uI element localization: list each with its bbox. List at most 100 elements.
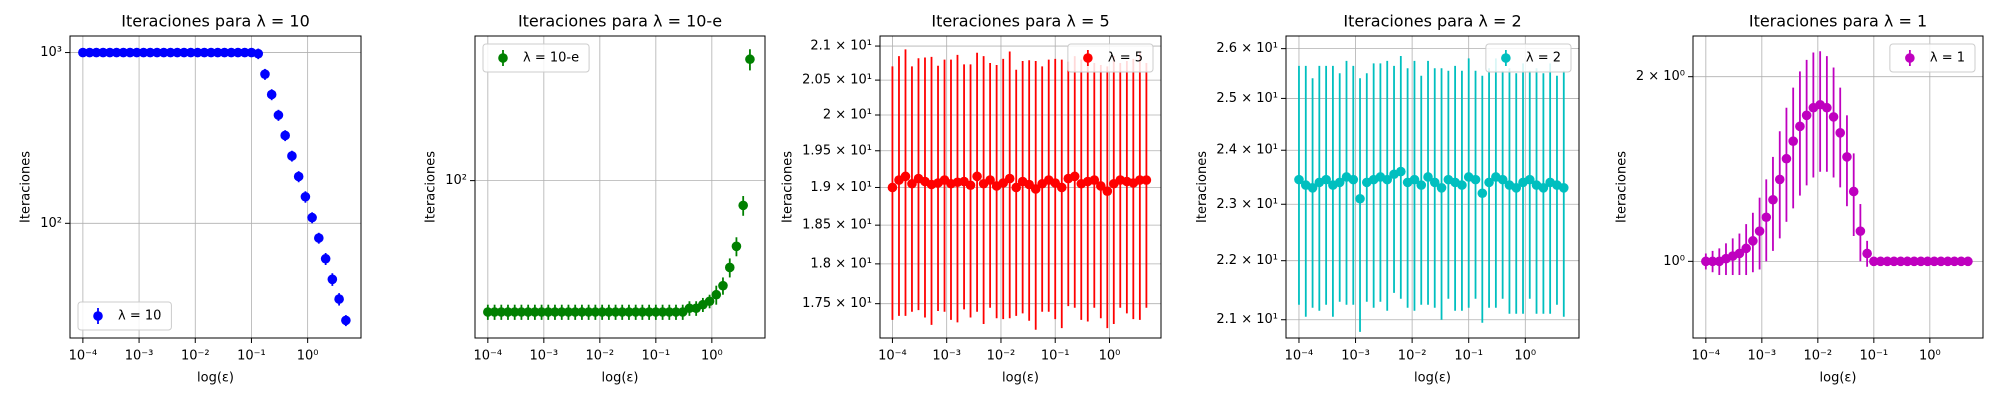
legend: λ = 10-e [482, 43, 590, 73]
x-axis-label: log(ε) [1820, 371, 1857, 386]
data-point [1956, 256, 1966, 267]
y-axis-label: Iteraciones [19, 151, 34, 223]
data-point [1835, 128, 1846, 138]
data-point [496, 307, 507, 317]
data-point [1141, 175, 1152, 185]
data-point [320, 253, 331, 264]
legend: λ = 1 [1889, 43, 1976, 73]
data-point [684, 303, 695, 314]
data-point [105, 47, 115, 58]
data-point [1774, 174, 1785, 185]
x-tick-label: 10⁻³ [530, 349, 559, 364]
data-point [1423, 172, 1433, 182]
data-point [1457, 180, 1467, 190]
data-point [1396, 166, 1406, 177]
data-point [91, 47, 102, 58]
y-tick-label: 2.6 × 10¹ [1216, 41, 1278, 56]
y-tick-label: 2.05 × 10¹ [802, 73, 872, 88]
plot-area [1294, 55, 1569, 332]
data-point [503, 307, 513, 317]
x-tick-label: 10⁰ [1514, 349, 1536, 364]
y-tick-label: 2.4 × 10¹ [1216, 143, 1278, 158]
data-point [1089, 175, 1100, 185]
y-tick-label: 1.9 × 10¹ [810, 180, 872, 195]
data-point [550, 307, 560, 317]
data-point [152, 47, 162, 58]
data-point [280, 130, 290, 141]
x-tick-label: 10⁻² [181, 349, 210, 364]
data-point [1477, 188, 1488, 199]
x-tick-label: 10⁰ [1919, 349, 1941, 364]
y-tick-label: 10² [445, 173, 467, 188]
x-tick-label: 10⁻⁴ [474, 349, 503, 364]
legend-label: λ = 1 [1930, 51, 1965, 66]
data-point [172, 47, 183, 58]
data-point [192, 47, 203, 58]
data-point [1102, 186, 1113, 196]
data-point [273, 110, 284, 120]
data-point [556, 307, 567, 317]
y-axis-label: Iteraciones [424, 151, 439, 223]
data-point [523, 307, 533, 317]
data-point [226, 47, 237, 58]
x-tick-label: 10⁻³ [1341, 349, 1370, 364]
data-point [1538, 183, 1549, 193]
x-tick-label: 10⁰ [1099, 349, 1121, 364]
legend: λ = 5 [1067, 43, 1154, 73]
y-axis-label: Iteraciones [1614, 151, 1629, 223]
y-tick-label: 2.1 × 10¹ [1216, 312, 1278, 327]
data-point [718, 280, 728, 291]
subplot: 10⁻⁴ 10⁻³ 10⁻² 10⁻¹ 10⁰ 10² Iteraciones para λ… [424, 12, 766, 386]
data-point [1348, 174, 1359, 185]
data-point [530, 307, 540, 317]
data-point [1949, 256, 1960, 267]
data-point [1795, 121, 1805, 132]
data-point [334, 294, 344, 304]
data-point [179, 47, 189, 58]
data-point [1748, 236, 1758, 246]
legend-label: λ = 10-e [523, 51, 579, 66]
data-point [1902, 256, 1913, 267]
data-point [610, 307, 621, 317]
x-tick-label: 10⁻¹ [1041, 349, 1070, 364]
data-point [1882, 256, 1893, 267]
y-tick-label: 2 × 10⁰ [1636, 69, 1685, 84]
data-point [1862, 248, 1872, 259]
data-point [327, 274, 338, 285]
data-point [111, 47, 122, 58]
data-point [1030, 184, 1041, 194]
data-point [233, 47, 243, 58]
y-tick-label: 1.95 × 10¹ [802, 143, 872, 158]
axes-frame [474, 35, 766, 339]
data-point [509, 307, 520, 317]
data-point [1429, 177, 1440, 188]
y-tick-label: 10⁰ [1663, 254, 1685, 269]
data-point [604, 307, 614, 317]
data-point [125, 47, 135, 58]
subplot: 10⁻⁴ 10⁻³ 10⁻² 10⁻¹ 10⁰ 10⁰ 2 × 10⁰ Iteraciones… [1614, 12, 1984, 386]
chart-title: Iteraciones para λ = 10 [121, 12, 310, 31]
plot-area [1701, 51, 1973, 276]
subplot: 10⁻⁴ 10⁻³ 10⁻² 10⁻¹ 10⁰ 10² 10³ Iteraciones par… [19, 12, 362, 386]
data-point [1436, 183, 1447, 193]
data-point [1788, 136, 1798, 146]
data-point [1307, 183, 1318, 193]
plot-area [483, 49, 755, 320]
data-point [239, 47, 250, 58]
chart-title: Iteraciones para λ = 2 [1343, 12, 1521, 31]
data-point [1916, 256, 1926, 267]
plot-area [887, 49, 1152, 330]
data-point [341, 315, 351, 326]
data-point [132, 47, 142, 58]
data-point [1734, 248, 1745, 259]
data-point [1355, 193, 1365, 204]
plot-area [78, 47, 351, 327]
data-point [644, 307, 654, 317]
data-point [657, 307, 668, 317]
axes-frame [1692, 35, 1984, 339]
data-point [1321, 174, 1331, 185]
data-point [78, 47, 88, 58]
y-axis-label: Iteraciones [1195, 151, 1210, 223]
data-point [300, 191, 311, 202]
x-tick-label: 10⁻¹ [1860, 349, 1889, 364]
